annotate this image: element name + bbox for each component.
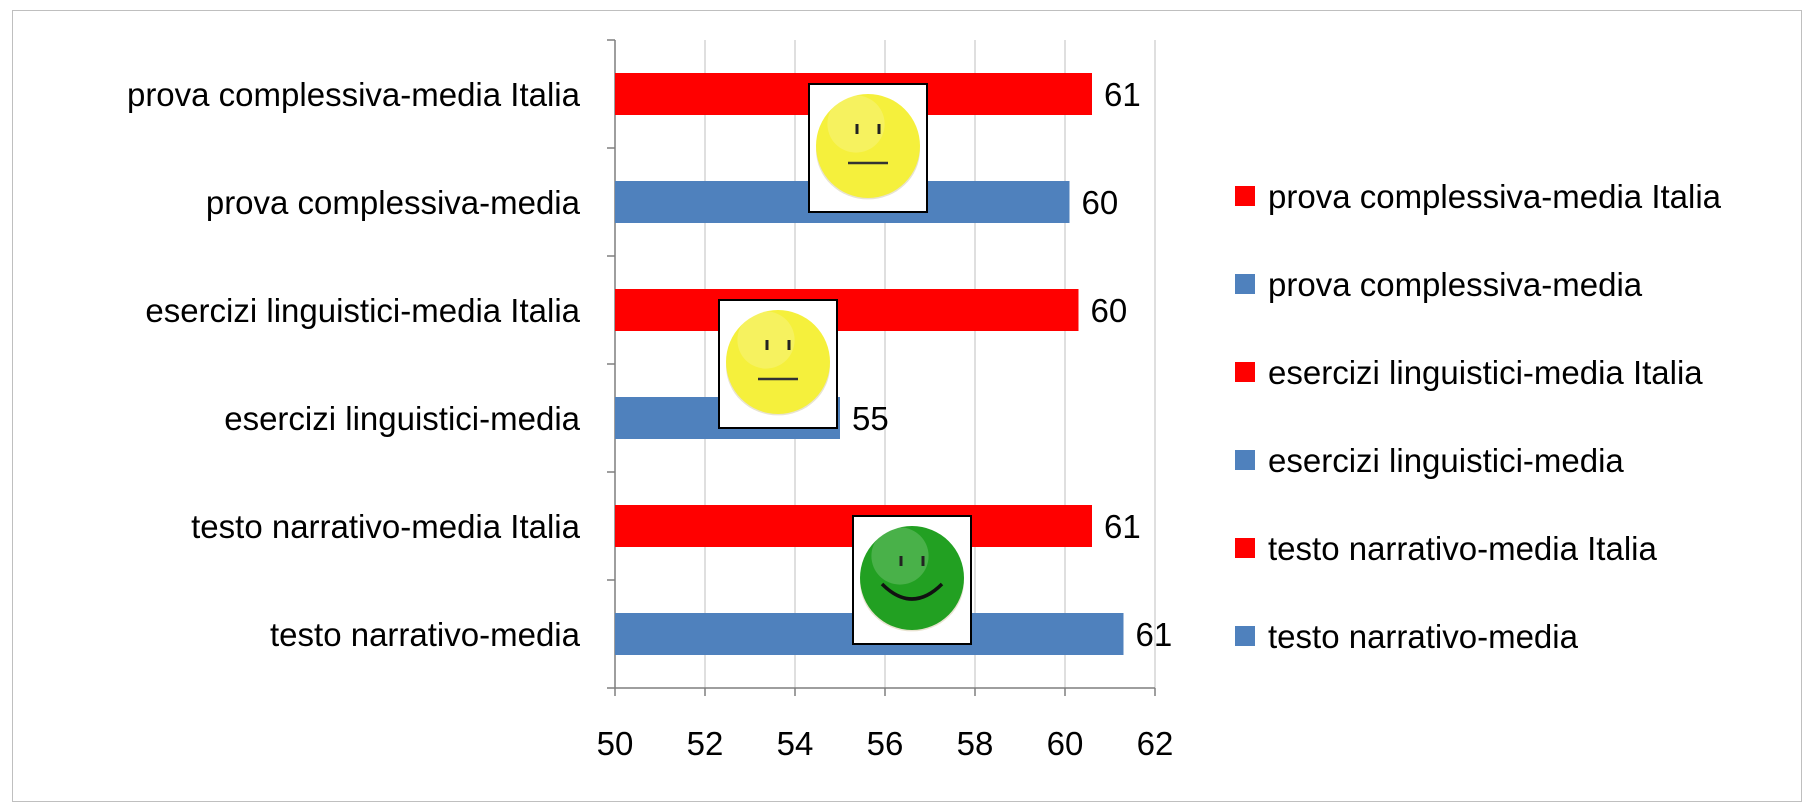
legend-swatch	[1235, 274, 1255, 294]
legend-item: esercizi linguistici-media Italia	[1235, 354, 1703, 391]
x-tick-label: 62	[1137, 725, 1174, 762]
neutral-face-icon	[808, 83, 928, 213]
category-label: testo narrativo-media Italia	[191, 508, 580, 545]
legend-item: prova complessiva-media	[1235, 266, 1643, 303]
legend-swatch	[1235, 538, 1255, 558]
legend-swatch	[1235, 186, 1255, 206]
labels: 50 52 54 56 58 60 62 prova complessiva-media It…	[127, 76, 1173, 762]
data-label: 60	[1091, 292, 1128, 329]
legend-label: prova complessiva-media Italia	[1268, 178, 1722, 215]
neutral-face-icon	[718, 299, 838, 429]
data-label: 55	[852, 400, 889, 437]
category-label: prova complessiva-media Italia	[127, 76, 581, 113]
legend-swatch	[1235, 626, 1255, 646]
category-label: esercizi linguistici-media	[224, 400, 580, 437]
annotation-icons	[718, 83, 972, 645]
category-label: testo narrativo-media	[270, 616, 581, 653]
category-label: esercizi linguistici-media Italia	[145, 292, 580, 329]
smiley-face-icon	[852, 515, 972, 645]
legend-label: prova complessiva-media	[1268, 266, 1643, 303]
x-tick-label: 50	[597, 725, 634, 762]
x-tick-label: 56	[867, 725, 904, 762]
axes	[607, 39, 1156, 696]
data-label: 61	[1104, 76, 1141, 113]
data-label: 61	[1136, 616, 1173, 653]
legend-item: testo narrativo-media Italia	[1235, 530, 1657, 567]
legend-label: testo narrativo-media	[1268, 618, 1579, 655]
legend-label: testo narrativo-media Italia	[1268, 530, 1657, 567]
x-tick-label: 52	[687, 725, 724, 762]
legend-item: esercizi linguistici-media	[1235, 442, 1624, 479]
legend-label: esercizi linguistici-media	[1268, 442, 1624, 479]
legend-item: testo narrativo-media	[1235, 618, 1579, 655]
legend-item: prova complessiva-media Italia	[1235, 178, 1722, 215]
legend: prova complessiva-media Italia prova comp…	[1235, 178, 1722, 655]
category-label: prova complessiva-media	[206, 184, 581, 221]
legend-label: esercizi linguistici-media Italia	[1268, 354, 1703, 391]
x-tick-label: 60	[1047, 725, 1084, 762]
bar	[615, 289, 1079, 331]
x-tick-label: 54	[777, 725, 814, 762]
x-tick-label: 58	[957, 725, 994, 762]
data-label: 60	[1082, 184, 1119, 221]
legend-swatch	[1235, 450, 1255, 470]
data-label: 61	[1104, 508, 1141, 545]
legend-swatch	[1235, 362, 1255, 382]
